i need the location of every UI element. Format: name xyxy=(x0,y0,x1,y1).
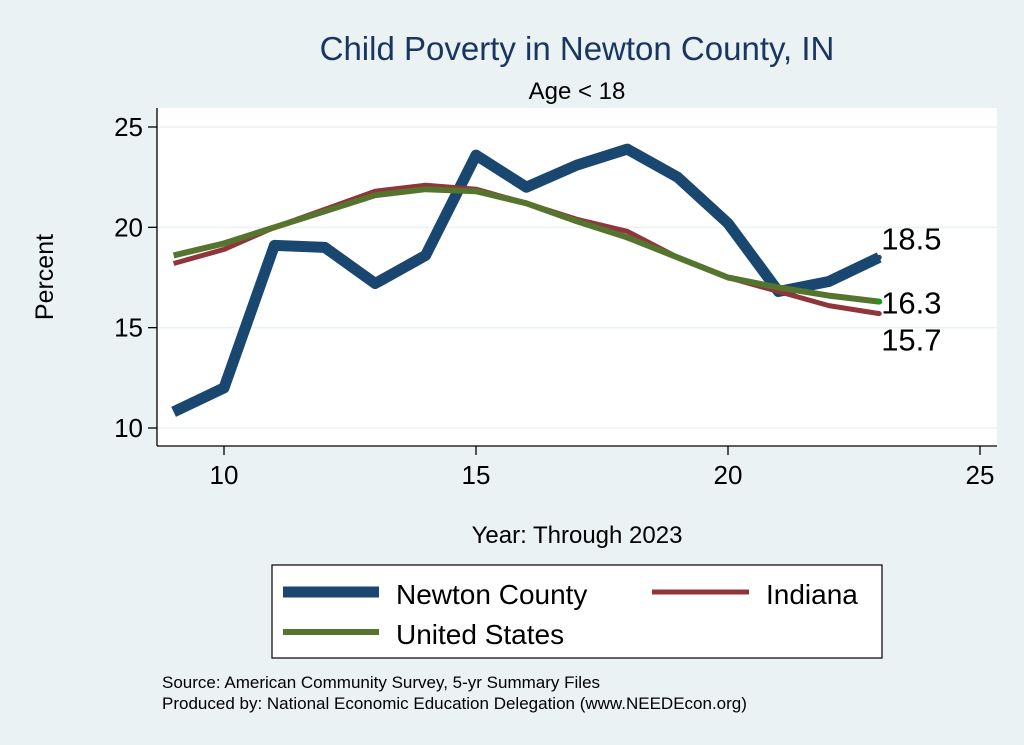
legend-box xyxy=(271,564,883,659)
x-tick-label: 15 xyxy=(462,460,491,490)
end-label-united-states: 16.3 xyxy=(881,286,941,321)
chart-title: Child Poverty in Newton County, IN xyxy=(320,30,835,67)
y-tick-label: 25 xyxy=(114,112,143,142)
x-axis-label: Year: Through 2023 xyxy=(472,522,683,549)
y-tick-label: 10 xyxy=(114,413,143,443)
x-tick-label: 25 xyxy=(966,460,995,490)
series-line-united-states xyxy=(172,186,880,305)
end-marker-newton-county xyxy=(876,254,882,260)
end-marker-united-states xyxy=(876,298,883,305)
legend: Newton County Indiana United States xyxy=(271,564,883,659)
legend-label-indiana: Indiana xyxy=(766,579,858,610)
y-tick-label: 15 xyxy=(114,313,143,343)
y-tick-label: 20 xyxy=(114,212,143,242)
legend-label-newton-county: Newton County xyxy=(396,579,587,610)
series-lines xyxy=(171,143,882,417)
end-marker-indiana xyxy=(876,311,882,317)
source-note: Source: American Community Survey, 5-yr … xyxy=(162,673,600,692)
end-label-newton-county: 18.5 xyxy=(881,221,941,256)
plot-area xyxy=(157,108,997,446)
legend-label-united-states: United States xyxy=(396,619,564,650)
chart-subtitle: Age < 18 xyxy=(529,78,626,105)
produced-by-note: Produced by: National Economic Education… xyxy=(162,694,747,713)
axes: 10 15 20 25 10 15 20 25 xyxy=(114,108,997,490)
x-tick-label: 20 xyxy=(714,460,743,490)
end-label-indiana: 15.7 xyxy=(881,323,941,358)
end-labels: 18.5 15.716.3 xyxy=(876,221,942,358)
gridlines xyxy=(157,126,997,429)
x-tick-label: 10 xyxy=(210,460,239,490)
series-line-newton-county xyxy=(171,143,882,417)
y-axis-label: Percent xyxy=(31,234,59,320)
